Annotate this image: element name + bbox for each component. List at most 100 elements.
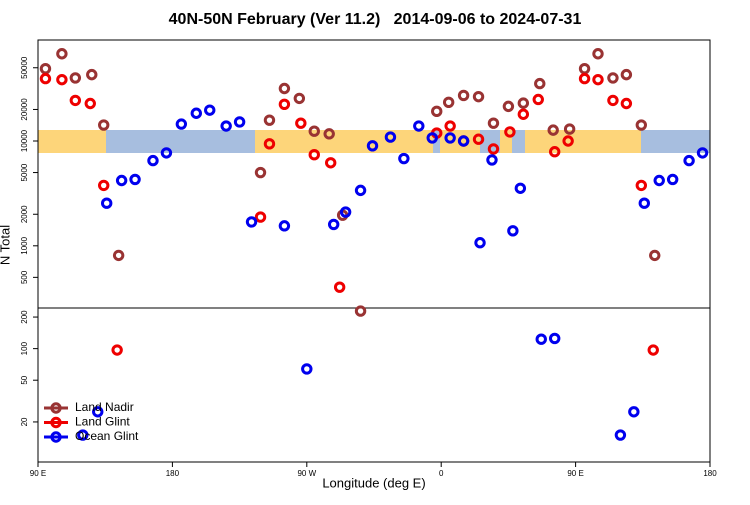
- point: [620, 68, 633, 81]
- plot-frame: [37, 39, 711, 463]
- point: [86, 68, 98, 81]
- point: [278, 220, 291, 232]
- point: [115, 174, 128, 187]
- y-tick-label: 20000: [20, 98, 29, 121]
- legend-marker: [50, 402, 62, 414]
- point: [333, 281, 346, 293]
- point: [442, 96, 455, 109]
- point: [384, 131, 397, 143]
- point: [517, 97, 530, 109]
- chart-title: 40N-50N February (Ver 11.2) 2014-09-06 t…: [169, 11, 582, 28]
- point: [547, 124, 559, 136]
- point: [653, 174, 665, 187]
- legend-label: Land Glint: [75, 415, 130, 429]
- point: [614, 429, 627, 441]
- point: [426, 132, 438, 144]
- point: [487, 143, 500, 155]
- point: [254, 166, 267, 179]
- legend-marker: [50, 416, 62, 429]
- point: [254, 211, 267, 223]
- point: [578, 62, 591, 75]
- point: [263, 114, 276, 126]
- point: [98, 179, 110, 192]
- point: [69, 72, 82, 84]
- point: [635, 179, 648, 192]
- y-tick-label: 2000: [20, 205, 29, 223]
- point: [263, 138, 276, 150]
- y-tick-label: 50: [20, 375, 29, 384]
- point: [301, 363, 313, 375]
- point: [578, 72, 591, 85]
- point: [487, 117, 500, 129]
- point: [562, 135, 574, 147]
- point: [457, 135, 470, 147]
- point: [532, 93, 544, 106]
- point: [620, 97, 633, 110]
- point: [56, 73, 68, 86]
- point: [628, 406, 640, 418]
- point: [472, 90, 485, 103]
- point: [69, 94, 82, 107]
- point: [696, 147, 709, 159]
- point: [548, 146, 561, 158]
- point: [563, 123, 576, 135]
- point: [444, 120, 456, 132]
- point: [233, 116, 246, 128]
- point: [92, 406, 104, 418]
- x-tick-label: 0: [439, 469, 444, 478]
- point: [112, 249, 125, 262]
- point: [504, 126, 516, 138]
- point: [308, 149, 320, 161]
- point: [474, 237, 486, 249]
- point: [129, 173, 141, 186]
- point: [635, 119, 648, 131]
- legend-label: Land Nadir: [75, 400, 134, 414]
- point: [514, 182, 527, 194]
- point: [649, 249, 661, 262]
- y-tick-label: 500: [20, 270, 29, 284]
- point: [535, 333, 547, 345]
- y-tick-label: 1000: [20, 236, 29, 254]
- y-tick-label: 5000: [20, 163, 29, 181]
- point: [431, 105, 443, 118]
- y-tick-label: 20: [20, 417, 29, 426]
- x-axis-label: Longitude (deg E): [322, 475, 425, 490]
- x-tick-label: 180: [703, 469, 717, 478]
- point: [607, 72, 619, 84]
- point: [245, 216, 258, 228]
- legend-marker: [50, 431, 62, 443]
- point: [278, 98, 291, 110]
- point: [100, 197, 113, 209]
- x-tick-label: 90 E: [30, 469, 46, 478]
- point: [98, 119, 110, 131]
- y-tick-label: 100: [20, 341, 29, 355]
- y-tick-label: 10000: [20, 129, 29, 152]
- point: [204, 104, 216, 116]
- point: [534, 77, 546, 90]
- point: [457, 89, 470, 102]
- point: [147, 154, 159, 167]
- point: [160, 147, 173, 159]
- point: [278, 82, 291, 95]
- point: [647, 344, 659, 356]
- point: [592, 48, 604, 60]
- point: [324, 157, 337, 169]
- point: [175, 118, 188, 130]
- point: [295, 117, 307, 129]
- point: [56, 48, 68, 60]
- point: [77, 429, 89, 441]
- point: [366, 140, 379, 152]
- point: [327, 218, 340, 231]
- point: [592, 73, 604, 86]
- point: [323, 128, 335, 140]
- point: [517, 108, 530, 120]
- y-axis-label: N Total: [0, 225, 12, 265]
- point: [354, 184, 367, 197]
- point: [607, 94, 619, 107]
- x-tick-label: 90 W: [297, 469, 316, 478]
- point: [111, 344, 123, 356]
- y-tick-label: 200: [20, 310, 29, 324]
- x-tick-label: 90 E: [567, 469, 583, 478]
